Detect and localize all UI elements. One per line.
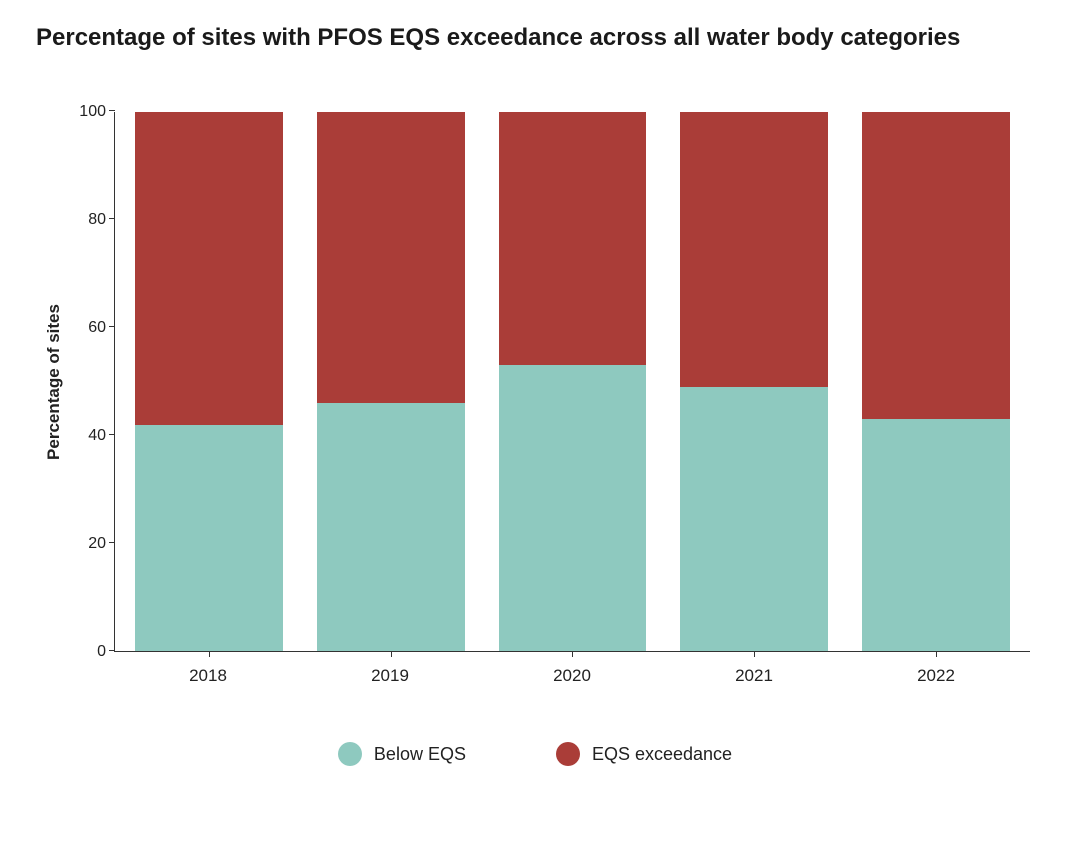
bar-segment: [135, 112, 283, 425]
y-tick-label: 80: [88, 211, 106, 229]
bar: [135, 112, 283, 651]
x-tick-mark: [209, 651, 210, 657]
legend-swatch: [338, 742, 362, 766]
y-tick-label: 40: [88, 427, 106, 445]
x-tick-mark: [391, 651, 392, 657]
bar: [680, 112, 828, 651]
y-tick-label: 20: [88, 535, 106, 553]
x-axis-label: 2018: [134, 652, 282, 686]
y-tick-mark: [109, 110, 115, 111]
legend-item: Below EQS: [338, 742, 466, 766]
x-axis-label: 2021: [680, 652, 828, 686]
bar-segment: [862, 419, 1010, 651]
bar-segment: [317, 403, 465, 651]
legend-swatch: [556, 742, 580, 766]
bar: [499, 112, 647, 651]
x-axis-labels: 2018 2019 2020 2021 2022: [114, 652, 1030, 686]
bar-segment: [499, 365, 647, 651]
chart-zone: Percentage of sites 020406080100 2018201…: [40, 112, 1030, 766]
bars-group: [115, 112, 1030, 651]
x-axis-label: 2019: [316, 652, 464, 686]
y-tick-mark: [109, 434, 115, 435]
x-axis-label: 2022: [862, 652, 1010, 686]
y-axis-ticks: 020406080100: [68, 112, 114, 652]
y-tick-label: 60: [88, 319, 106, 337]
bar-segment: [317, 112, 465, 403]
plot-area: [114, 112, 1030, 652]
bar-segment: [499, 112, 647, 365]
y-tick-mark: [109, 542, 115, 543]
chart-title: Percentage of sites with PFOS EQS exceed…: [36, 24, 1038, 52]
legend: Below EQS EQS exceedance: [40, 742, 1030, 766]
y-tick-mark: [109, 326, 115, 327]
bar-segment: [135, 425, 283, 651]
legend-label: Below EQS: [374, 744, 466, 765]
legend-item: EQS exceedance: [556, 742, 732, 766]
y-tick-label: 100: [79, 103, 106, 121]
chart-container: Percentage of sites with PFOS EQS exceed…: [0, 0, 1074, 854]
bar-segment: [680, 387, 828, 651]
y-tick-mark: [109, 650, 115, 651]
bar: [317, 112, 465, 651]
bar: [862, 112, 1010, 651]
bar-segment: [862, 112, 1010, 419]
x-axis-label: 2020: [498, 652, 646, 686]
x-tick-mark: [936, 651, 937, 657]
legend-label: EQS exceedance: [592, 744, 732, 765]
x-tick-mark: [572, 651, 573, 657]
x-tick-mark: [754, 651, 755, 657]
y-axis-label: Percentage of sites: [40, 112, 68, 652]
bar-segment: [680, 112, 828, 387]
y-tick-label: 0: [97, 643, 106, 661]
y-tick-mark: [109, 218, 115, 219]
